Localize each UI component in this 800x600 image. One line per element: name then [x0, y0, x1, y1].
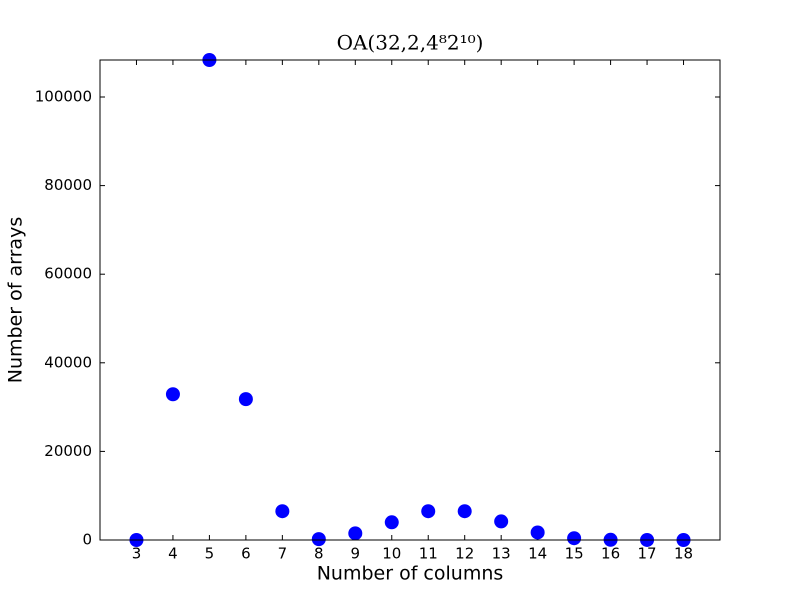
point: [275, 504, 290, 519]
x-tick-label: 15: [565, 545, 584, 563]
point: [494, 514, 509, 529]
point: [238, 392, 253, 407]
x-axis-label: Number of columns: [317, 563, 504, 585]
point: [348, 526, 363, 541]
x-tick-label: 11: [419, 545, 438, 563]
x-tick-label: 4: [168, 545, 178, 563]
y-tick-label: 0: [82, 531, 92, 549]
x-tick-label: 3: [132, 545, 142, 563]
chart-title: OA(32,2,4⁸2¹⁰): [337, 31, 484, 55]
point: [567, 531, 582, 546]
y-tick-label: 100000: [35, 87, 92, 105]
point: [530, 525, 545, 540]
x-tick-label: 18: [674, 545, 693, 563]
x-tick-label: 5: [205, 545, 215, 563]
x-tick-label: 16: [601, 545, 620, 563]
y-tick-label: 40000: [44, 353, 92, 371]
point: [457, 504, 472, 519]
x-tick-label: 13: [492, 545, 511, 563]
x-tick-label: 9: [351, 545, 361, 563]
y-tick-label: 20000: [44, 442, 92, 460]
x-tick-label: 10: [382, 545, 401, 563]
y-tick-label: 60000: [44, 265, 92, 283]
y-axis-label: Number of arrays: [5, 217, 27, 383]
point: [311, 532, 326, 547]
y-tick-label: 80000: [44, 176, 92, 194]
point: [384, 515, 399, 530]
x-tick-label: 8: [314, 545, 324, 563]
x-tick-label: 7: [278, 545, 288, 563]
point: [165, 387, 180, 402]
x-tick-label: 14: [528, 545, 547, 563]
plot-frame: [99, 59, 721, 541]
x-tick-label: 6: [241, 545, 251, 563]
x-tick-label: 17: [638, 545, 657, 563]
point: [421, 504, 436, 519]
x-tick-label: 12: [455, 545, 474, 563]
